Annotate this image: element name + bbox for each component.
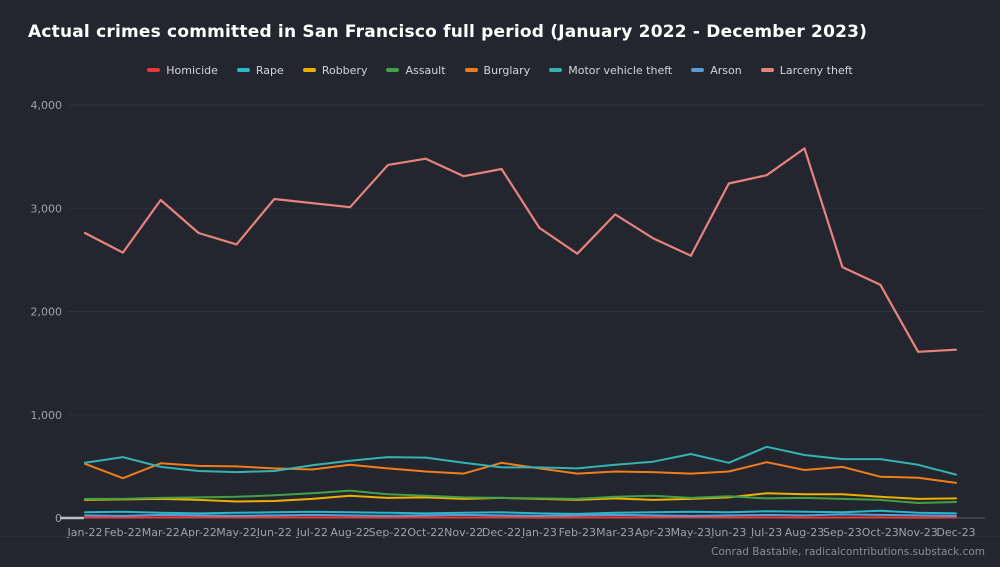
x-tick-label: Apr-22	[180, 526, 216, 539]
x-tick-label: Nov-23	[899, 526, 938, 539]
y-tick-label: 1,000	[31, 409, 63, 422]
y-tick-label: 0	[55, 512, 62, 525]
x-tick-label: Jun-23	[710, 526, 746, 539]
x-tick-label: Dec-22	[482, 526, 521, 539]
series-line-burglary	[84, 461, 957, 484]
x-tick-label: Apr-23	[635, 526, 671, 539]
x-tick-label: May-23	[671, 526, 712, 539]
legend-label: Rape	[255, 63, 284, 77]
legend-item-rape: Rape	[236, 63, 284, 77]
x-tick-label: Oct-22	[407, 526, 444, 539]
x-tick-label: Aug-23	[785, 526, 824, 539]
x-tick-label: Aug-22	[330, 526, 369, 539]
series-line-motor-vehicle-theft	[84, 445, 957, 476]
footer: Conrad Bastable, radicalcontributions.su…	[0, 536, 1000, 567]
x-tick-label: Jan-23	[521, 526, 557, 539]
legend-label: Assault	[405, 63, 446, 77]
x-tick-label: Sep-23	[823, 526, 862, 539]
x-tick-label: Feb-22	[104, 526, 141, 539]
legend-swatch-homicide	[147, 68, 161, 72]
chart-title: Actual crimes committed in San Francisco…	[28, 22, 868, 42]
x-tick-label: Jul-23	[750, 526, 782, 539]
attribution: Conrad Bastable, radicalcontributions.su…	[711, 546, 985, 558]
x-tick-label: Mar-22	[142, 526, 180, 539]
legend-label: Robbery	[321, 63, 368, 77]
y-tick-label: 3,000	[31, 202, 63, 215]
x-tick-label: Jun-22	[256, 526, 292, 539]
x-tick-label: Dec-23	[936, 526, 975, 539]
legend: Homicide Rape Robbery Assault Burglary Motor …	[0, 61, 1000, 79]
legend-item-burglary: Burglary	[464, 63, 531, 77]
y-tick-label: 4,000	[31, 99, 63, 112]
series-line-rape	[84, 509, 957, 515]
series-line-homicide	[84, 516, 957, 519]
legend-label: Burglary	[483, 63, 531, 77]
series-line-assault	[84, 489, 957, 504]
legend-item-homicide: Homicide	[147, 64, 218, 77]
legend-swatch-arson	[691, 68, 705, 72]
x-tick-label: Nov-22	[444, 526, 483, 539]
legend-item-assault: Assault	[386, 63, 446, 77]
legend-swatch-burglary	[464, 68, 478, 72]
series-line-larceny-theft	[83, 147, 958, 353]
x-tick-label: Feb-23	[559, 526, 596, 539]
legend-item-robbery: Robbery	[302, 63, 368, 77]
y-tick-label: 2,000	[31, 306, 63, 319]
x-tick-label: Oct-23	[862, 526, 899, 539]
series-line-arson	[84, 513, 957, 517]
legend-swatch-assault	[386, 68, 400, 72]
x-tick-label: Mar-23	[596, 526, 634, 539]
legend-label: Homicide	[166, 63, 218, 77]
legend-swatch-robbery	[302, 68, 316, 72]
legend-swatch-motor-vehicle-theft	[549, 68, 563, 72]
x-tick-label: Jan-22	[67, 526, 103, 539]
legend-label: Larceny theft	[779, 63, 853, 77]
legend-item-motor-vehicle-theft: Motor vehicle theft	[549, 64, 672, 77]
x-tick-label: Jul-22	[296, 526, 328, 539]
legend-swatch-larceny-theft	[760, 68, 774, 72]
legend-item-larceny-theft: Larceny theft	[760, 63, 853, 77]
legend-item-arson: Arson	[691, 63, 742, 77]
legend-swatch-rape	[236, 68, 250, 72]
x-tick-label: May-22	[216, 526, 257, 539]
legend-label: Arson	[710, 63, 742, 77]
legend-label: Motor vehicle theft	[568, 63, 673, 77]
x-tick-label: Sep-22	[369, 526, 408, 539]
